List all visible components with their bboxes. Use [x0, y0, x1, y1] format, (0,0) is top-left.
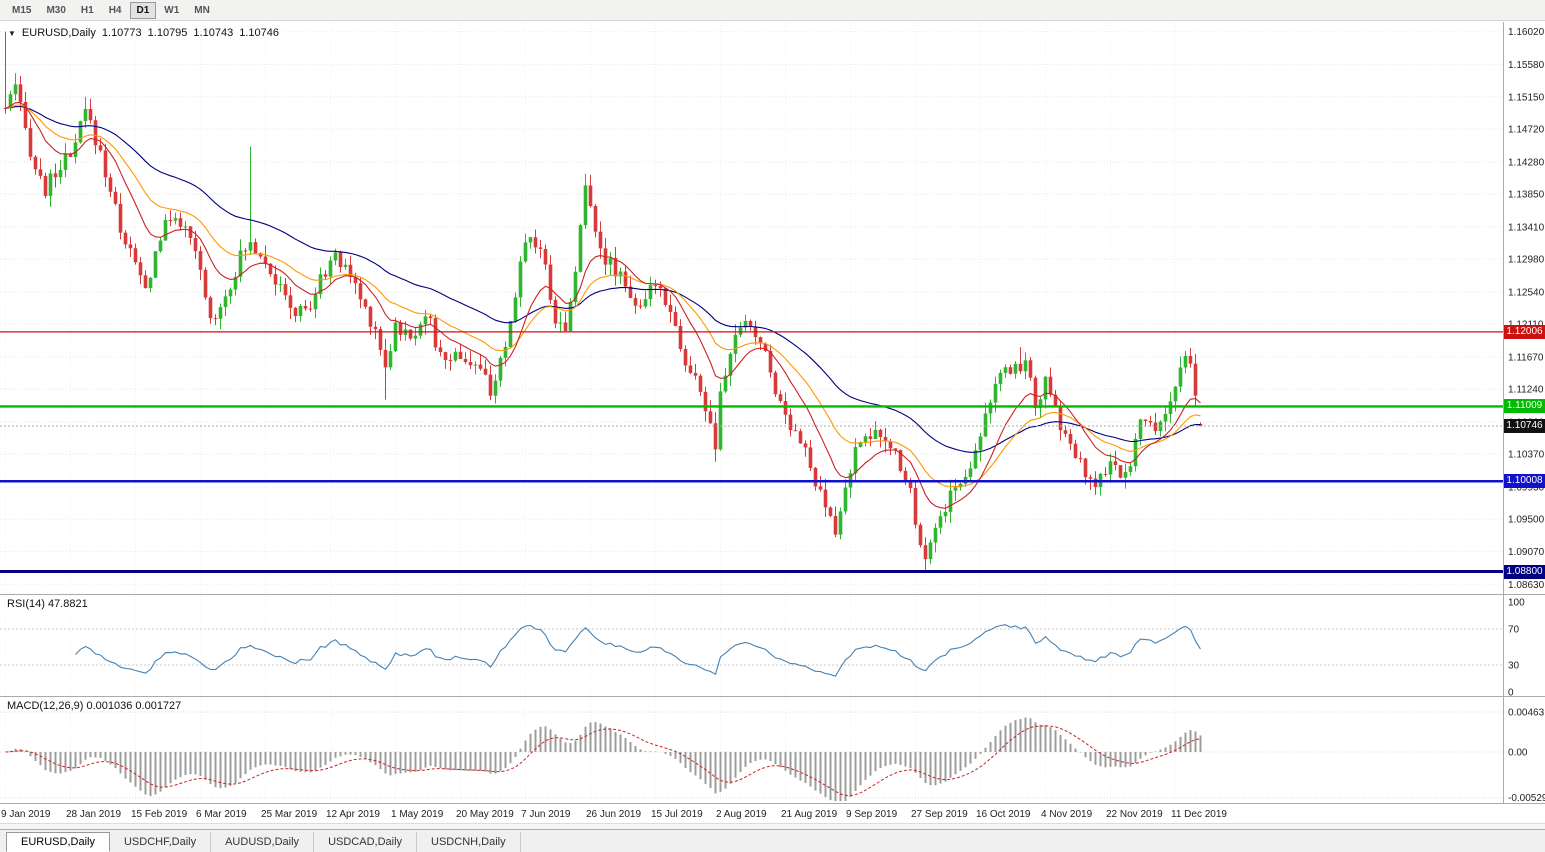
rsi-line [75, 624, 1201, 677]
date-tick-label: 16 Oct 2019 [976, 809, 1031, 820]
macd-tick-label: 0.00463 [1508, 708, 1545, 719]
tab-usdcad-daily[interactable]: USDCAD,Daily [314, 832, 418, 852]
price-tick-label: 1.15150 [1508, 92, 1545, 103]
ohlc-low: 1.10743 [193, 27, 234, 39]
rsi-indicator-label: RSI(14) 47.8821 [7, 598, 88, 610]
timeframe-d1-button[interactable]: D1 [129, 1, 157, 19]
macd-indicator-label: MACD(12,26,9) 0.001036 0.001727 [7, 700, 182, 712]
date-tick-label: 9 Jan 2019 [1, 809, 51, 820]
ma-mid-orange [5, 104, 1201, 488]
price-tick-label: 1.14280 [1508, 157, 1545, 168]
price-tick-label: 1.09070 [1508, 547, 1545, 558]
date-tick-label: 6 Mar 2019 [196, 809, 247, 820]
macd-layer: 0.00463 0.00 -0.00529 [0, 708, 1545, 804]
resistance-price-flag[interactable]: 1.12006 [1504, 324, 1545, 339]
timeframe-m15-button[interactable]: M15 [5, 2, 38, 19]
macd-signal-line [5, 725, 1201, 797]
moving-averages-layer [5, 102, 1201, 509]
date-tick-label: 15 Jul 2019 [651, 809, 703, 820]
ohlc-close: 1.10746 [239, 27, 279, 39]
price-tick-label: 1.12980 [1508, 255, 1545, 266]
date-tick-label: 2 Aug 2019 [716, 809, 767, 820]
tab-eurusd-daily[interactable]: EURUSD,Daily [6, 832, 110, 852]
tab-usdcnh-daily[interactable]: USDCNH,Daily [417, 832, 521, 852]
symbol-name: EURUSD,Daily [21, 27, 96, 39]
date-tick-label: 20 May 2019 [456, 809, 514, 820]
price-tick-label: 1.14720 [1508, 124, 1545, 135]
timeframe-h1-button[interactable]: H1 [74, 2, 101, 19]
date-axis-layer: 9 Jan 2019 28 Jan 2019 15 Feb 2019 6 Mar 20… [1, 809, 1227, 820]
tab-usdchf-daily[interactable]: USDCHF,Daily [110, 832, 212, 852]
chart-bottom-strip [0, 823, 1545, 829]
date-tick-label: 21 Aug 2019 [781, 809, 838, 820]
symbol-ohlc-header: ▼ EURUSD,Daily 1.10773 1.10795 1.10743 1… [8, 27, 279, 39]
timeframe-m30-button[interactable]: M30 [39, 2, 72, 19]
price-tick-label: 1.09500 [1508, 515, 1545, 526]
rsi-tick-label: 100 [1508, 598, 1525, 609]
ma-slow-blue [5, 105, 1201, 453]
navy-support-price-flag[interactable]: 1.08800 [1504, 564, 1545, 579]
hlines-layer [0, 331, 1503, 574]
frame-layer [0, 22, 1545, 804]
price-tick-label: 1.12540 [1508, 287, 1545, 298]
date-tick-label: 11 Dec 2019 [1171, 809, 1227, 820]
price-tick-label: 1.13410 [1508, 222, 1545, 233]
price-tick-label: 1.13850 [1508, 189, 1545, 200]
timeframe-w1-button[interactable]: W1 [157, 2, 186, 19]
date-tick-label: 1 May 2019 [391, 809, 444, 820]
price-tick-label: 1.16020 [1508, 27, 1545, 38]
date-tick-label: 28 Jan 2019 [66, 809, 121, 820]
current-price-flag: 1.10746 [1504, 419, 1545, 434]
green-support-price-flag[interactable]: 1.11009 [1504, 399, 1545, 414]
rsi-layer: 100 70 30 0 [0, 598, 1525, 699]
macd-tick-label: 0.00 [1508, 748, 1528, 759]
timeframe-toolbar: M15 M30 H1 H4 D1 W1 MN [0, 0, 1545, 21]
ma-fast-red [5, 102, 1201, 509]
price-tick-label: 1.08630 [1508, 580, 1545, 591]
chart-collapse-triangle-icon[interactable]: ▼ [8, 28, 16, 38]
rsi-tick-label: 70 [1508, 625, 1520, 636]
candles-layer [3, 31, 1203, 573]
rsi-tick-label: 0 [1508, 688, 1514, 699]
timeframe-mn-button[interactable]: MN [187, 2, 217, 19]
price-tick-label: 1.11670 [1508, 352, 1544, 363]
price-tick-label: 1.11240 [1508, 385, 1544, 396]
date-tick-label: 4 Nov 2019 [1041, 809, 1093, 820]
rsi-tick-label: 30 [1508, 661, 1520, 672]
grid-layer [0, 22, 1503, 803]
blue-support-price-flag[interactable]: 1.10008 [1504, 474, 1545, 489]
date-tick-label: 22 Nov 2019 [1106, 809, 1163, 820]
ohlc-high: 1.10795 [147, 27, 188, 39]
date-tick-label: 25 Mar 2019 [261, 809, 318, 820]
price-tick-label: 1.15580 [1508, 60, 1545, 71]
macd-tick-label: -0.00529 [1508, 793, 1545, 804]
ohlc-open: 1.10773 [101, 27, 142, 39]
price-tick-label: 1.10370 [1508, 450, 1545, 461]
tab-audusd-daily[interactable]: AUDUSD,Daily [211, 832, 315, 852]
date-tick-label: 7 Jun 2019 [521, 809, 571, 820]
timeframe-h4-button[interactable]: H4 [102, 2, 129, 19]
date-tick-label: 15 Feb 2019 [131, 809, 188, 820]
date-tick-label: 27 Sep 2019 [911, 809, 968, 820]
date-tick-label: 12 Apr 2019 [326, 809, 380, 820]
chart-tab-bar: EURUSD,Daily USDCHF,Daily AUDUSD,Daily U… [0, 829, 1545, 852]
price-axis-layer: 1.16020 1.15580 1.15150 1.14720 1.14280 1.138… [1508, 27, 1545, 591]
date-tick-label: 26 Jun 2019 [586, 809, 641, 820]
date-tick-label: 9 Sep 2019 [846, 809, 898, 820]
